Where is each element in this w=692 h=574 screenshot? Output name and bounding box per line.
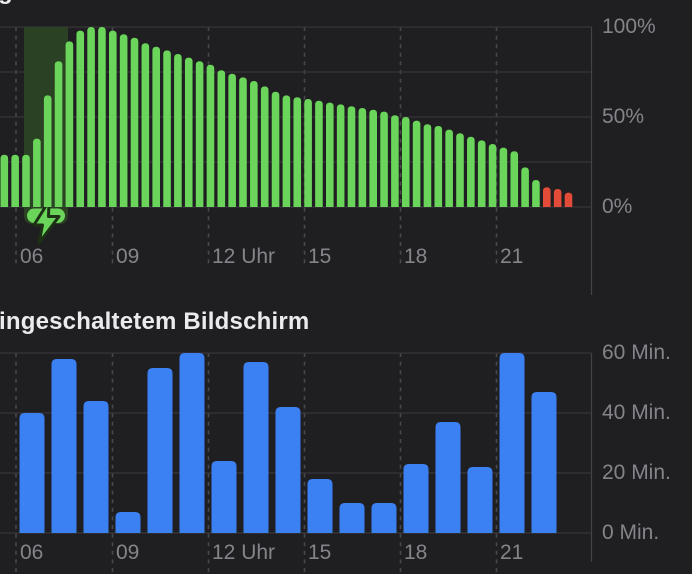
charging-bolt-icon [32,199,61,245]
battery-level-bar[interactable] [532,180,540,207]
battery-level-bar[interactable] [152,46,160,207]
battery-level-bar[interactable] [239,77,247,208]
screen-on-minutes-bar[interactable] [339,503,365,533]
battery-level-bar[interactable] [391,115,399,207]
battery-level-bar[interactable] [488,144,497,207]
screen-on-minutes-bar[interactable] [243,362,269,533]
battery-level-bar[interactable] [347,106,356,207]
battery-level-bar[interactable] [499,147,508,207]
battery-y-tick-label: 50% [602,105,645,128]
battery-level-bar[interactable] [109,30,117,207]
screen-on-minutes-bar[interactable] [275,407,301,533]
screen-time-y-tick-label: 20 Min. [602,461,671,484]
battery-level-bar[interactable] [358,108,367,207]
screen-on-minutes-bar[interactable] [83,401,109,533]
screen-on-minutes-bar[interactable] [51,359,77,533]
battery-y-tick-label: 0% [602,195,633,218]
screen-on-minutes-bar[interactable] [307,479,333,533]
battery-level-bar[interactable] [54,61,63,208]
battery-level-bar[interactable] [456,133,464,207]
screen-time-x-tick-label: 12 Uhr [212,541,276,564]
battery-x-tick-label: 21 [500,245,524,268]
battery-level-bar[interactable] [564,192,573,207]
battery-x-tick-label: 12 Uhr [212,245,276,268]
screen-time-x-tick-label: 18 [404,541,428,564]
battery-level-bar[interactable] [326,102,334,207]
battery-level-bars [0,27,573,208]
screen-on-minutes-bar[interactable] [179,353,205,533]
screen-on-minutes-bar[interactable] [467,467,493,533]
screen-on-minutes-bar[interactable] [147,368,173,533]
battery-level-bar[interactable] [315,100,323,207]
battery-level-bar[interactable] [250,81,258,207]
battery-level-bar[interactable] [271,91,280,207]
screen-on-activity-title: ingeschaltetem Bildschirm [0,308,310,335]
battery-level-bar[interactable] [0,154,9,207]
screen-time-y-tick-label: 60 Min. [602,341,671,364]
battery-level-bar[interactable] [195,61,204,208]
battery-level-bar[interactable] [11,154,19,207]
screen-on-minutes-bar[interactable] [19,413,45,533]
battery-level-bar[interactable] [445,129,453,207]
battery-level-bar[interactable] [43,95,52,207]
battery-level-bar[interactable] [174,54,182,207]
battery-level-bar[interactable] [260,86,269,207]
battery-x-tick-label: 15 [308,245,332,268]
battery-level-bar[interactable] [467,136,475,207]
battery-level-bar[interactable] [33,138,41,207]
battery-level-bar[interactable] [217,70,226,207]
clipped-section-title-fragment: g [0,0,13,4]
screen-time-x-tick-label: 15 [308,541,332,564]
battery-level-bar[interactable] [282,95,291,207]
screen-time-x-tick-label: 21 [500,541,524,564]
battery-level-bar[interactable] [184,57,193,207]
screen-on-minutes-bar[interactable] [435,422,461,533]
screen-on-minutes-bar[interactable] [115,512,141,533]
battery-level-bar[interactable] [521,167,529,207]
battery-level-bar[interactable] [65,41,74,208]
battery-level-bar[interactable] [130,37,139,207]
battery-level-bar[interactable] [380,111,388,207]
battery-level-bar[interactable] [87,27,95,207]
battery-level-bar[interactable] [76,30,85,207]
screen-on-minutes-bar[interactable] [499,353,525,533]
battery-x-tick-label: 06 [20,245,44,268]
battery-level-bar[interactable] [553,189,562,207]
battery-level-bar[interactable] [119,34,128,208]
screen-on-minutes-bar[interactable] [403,464,429,533]
battery-y-tick-label: 100% [602,15,656,38]
battery-level-bar[interactable] [304,99,312,207]
battery-x-tick-label: 18 [404,245,428,268]
battery-level-bar[interactable] [206,64,215,207]
battery-level-bar[interactable] [423,124,432,207]
battery-level-bar[interactable] [293,97,302,207]
screen-on-minutes-bars [19,353,557,533]
battery-level-bar[interactable] [369,109,377,207]
battery-level-bar[interactable] [228,73,236,207]
screen-time-y-tick-label: 0 Min. [602,521,660,544]
battery-level-bar[interactable] [401,117,410,207]
screen-on-minutes-bar[interactable] [211,461,237,533]
battery-level-bar[interactable] [434,126,443,207]
screen-time-y-tick-label: 40 Min. [602,401,671,424]
battery-level-bar[interactable] [141,43,150,208]
battery-level-bar[interactable] [98,27,106,207]
battery-level-bar[interactable] [336,104,345,207]
battery-x-tick-label: 09 [116,245,140,268]
battery-level-bar[interactable] [510,151,519,207]
screen-on-minutes-bar[interactable] [371,503,397,533]
battery-level-bar[interactable] [163,50,171,208]
battery-level-bar[interactable] [412,120,421,207]
screen-time-x-tick-label: 09 [116,541,140,564]
screen-on-minutes-bar[interactable] [531,392,557,533]
battery-level-bar[interactable] [543,187,551,207]
battery-level-bar[interactable] [22,154,30,207]
screen-time-vertical-gridlines [15,353,498,574]
screen-time-x-tick-label: 06 [20,541,44,564]
battery-level-bar[interactable] [477,140,486,207]
